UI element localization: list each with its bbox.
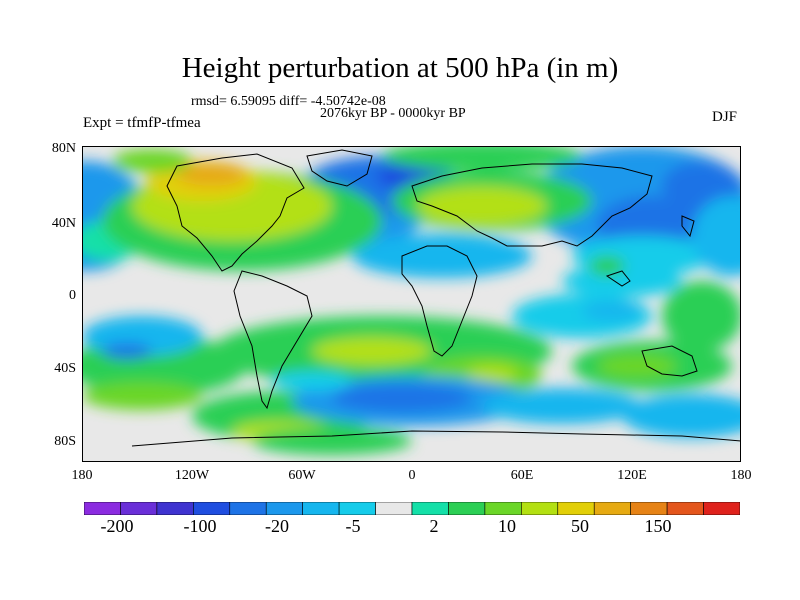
map-frame	[82, 146, 741, 462]
map-panel	[82, 146, 741, 462]
lon-label: 0	[408, 468, 416, 483]
colorbar-swatch	[156, 502, 194, 515]
lat-label: 80N	[51, 141, 76, 156]
period-text: 2076kyr BP - 0000kyr BP	[320, 106, 466, 121]
colorbar-swatch	[375, 502, 413, 515]
colorbar-swatch	[484, 502, 522, 515]
colorbar	[84, 502, 740, 515]
plot-title: Height perturbation at 500 hPa (in m)	[181, 52, 619, 84]
experiment-label: Expt = tfmfP-tfmea	[83, 115, 201, 131]
colorbar-swatch	[120, 502, 158, 515]
colorbar-label: -20	[265, 516, 289, 536]
lon-label: 120E	[617, 468, 647, 483]
lon-label: 60E	[510, 468, 534, 483]
colorbar-label: -5	[345, 516, 361, 536]
colorbar-swatch	[666, 502, 704, 515]
colorbar-swatch	[193, 502, 231, 515]
coastlines	[131, 149, 741, 447]
colorbar-label: -100	[183, 516, 217, 536]
lat-label: 40N	[51, 216, 76, 231]
season-label: DJF	[712, 109, 738, 125]
colorbar-label: 2	[429, 516, 439, 536]
lon-label: 180	[71, 468, 93, 483]
colorbar-swatch	[703, 502, 740, 515]
lon-label: 60W	[288, 468, 316, 483]
colorbar-label: 10	[498, 516, 516, 536]
lon-label: 120W	[174, 468, 210, 483]
colorbar-label: 150	[644, 516, 672, 536]
lat-label: 80S	[54, 434, 76, 449]
colorbar-swatch	[557, 502, 595, 515]
lon-label: 180	[730, 468, 752, 483]
colorbar-swatch	[593, 502, 631, 515]
colorbar-swatch	[448, 502, 486, 515]
colorbar-swatch	[630, 502, 668, 515]
colorbar-swatch	[411, 502, 449, 515]
colorbar-swatch	[84, 502, 121, 515]
colorbar-label: 50	[571, 516, 589, 536]
colorbar-swatch	[265, 502, 303, 515]
stats-text: rmsd= 6.59095 diff= -4.50742e-08	[191, 94, 386, 109]
colorbar-swatch	[302, 502, 340, 515]
colorbar-swatch	[229, 502, 267, 515]
lat-label: 0	[69, 288, 76, 303]
colorbar-label: -200	[100, 516, 134, 536]
contour-field	[82, 146, 741, 455]
lat-label: 40S	[54, 361, 76, 376]
colorbar-swatch	[521, 502, 559, 515]
colorbar-swatch	[338, 502, 376, 515]
